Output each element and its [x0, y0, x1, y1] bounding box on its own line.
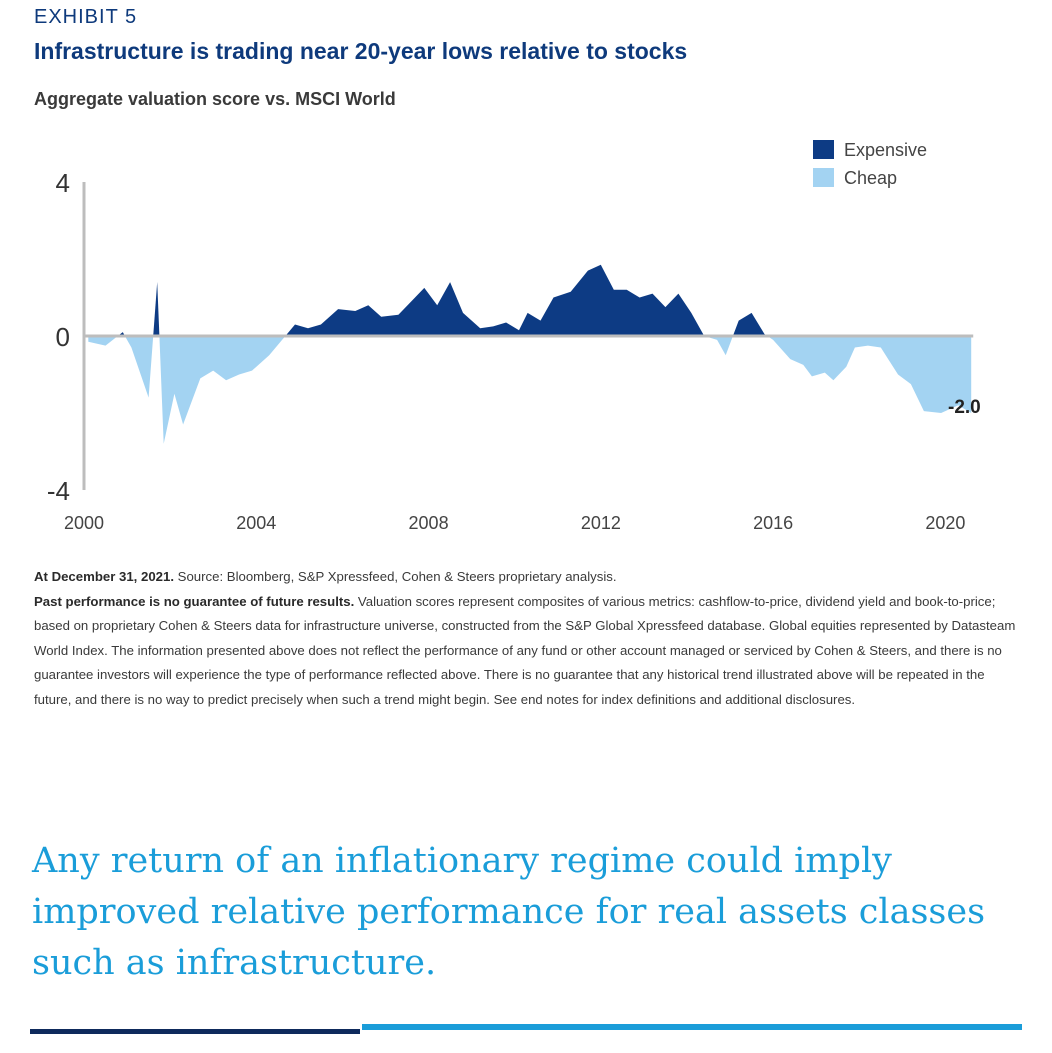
footer-rule-light: [362, 1024, 1022, 1030]
footer-rule-dark: [30, 1029, 360, 1034]
valuation-area-chart: 4 0 -4 2000 2004 2008 2012 2016 2020 -2.0 Expensi…: [47, 140, 981, 533]
expensive-area-7: [732, 312, 768, 336]
x-tick-label: 2020: [925, 513, 965, 533]
y-tick-label: -4: [47, 476, 70, 506]
exhibit-label: EXHIBIT 5: [34, 6, 138, 28]
x-tick-label: 2004: [236, 513, 276, 533]
cheap-area-8: [767, 336, 972, 413]
footnote-source: Source: Bloomberg, S&P Xpressfeed, Cohen…: [174, 569, 617, 584]
legend-swatch-expensive: [813, 140, 834, 159]
label-layer: 4 0 -4 2000 2004 2008 2012 2016 2020 -2.0: [47, 168, 981, 533]
y-tick-label: 0: [56, 322, 70, 352]
cheap-area-2: [124, 336, 154, 398]
legend-swatch-cheap: [813, 168, 834, 187]
footnote-disclaimer: Valuation scores represent composites of…: [34, 593, 1016, 707]
x-tick-label: 2012: [581, 513, 621, 533]
chart-subtitle: Aggregate valuation score vs. MSCI World: [34, 89, 396, 109]
area-layer: [88, 264, 972, 444]
legend: Expensive Cheap: [813, 140, 927, 188]
legend-label-cheap: Cheap: [844, 168, 897, 188]
page-title: Infrastructure is trading near 20-year l…: [34, 38, 688, 64]
x-tick-label: 2000: [64, 513, 104, 533]
end-value-annotation: -2.0: [948, 397, 981, 418]
expensive-area-3: [153, 282, 160, 336]
x-tick-label: 2016: [753, 513, 793, 533]
x-tick-label: 2008: [409, 513, 449, 533]
footnote: At December 31, 2021. Source: Bloomberg,…: [34, 565, 1019, 712]
axis-layer: [82, 182, 974, 490]
footnote-disclaimer-bold: Past performance is no guarantee of futu…: [34, 593, 355, 609]
cheap-area-0: [88, 336, 118, 346]
cheap-area-6: [704, 336, 733, 356]
footnote-date: At December 31, 2021.: [34, 569, 175, 584]
cheap-area-4: [159, 336, 286, 444]
legend-label-expensive: Expensive: [844, 140, 927, 160]
expensive-area-5: [285, 264, 705, 336]
callout-quote: Any return of an inflationary regime cou…: [32, 841, 986, 983]
y-tick-label: 4: [56, 168, 70, 198]
